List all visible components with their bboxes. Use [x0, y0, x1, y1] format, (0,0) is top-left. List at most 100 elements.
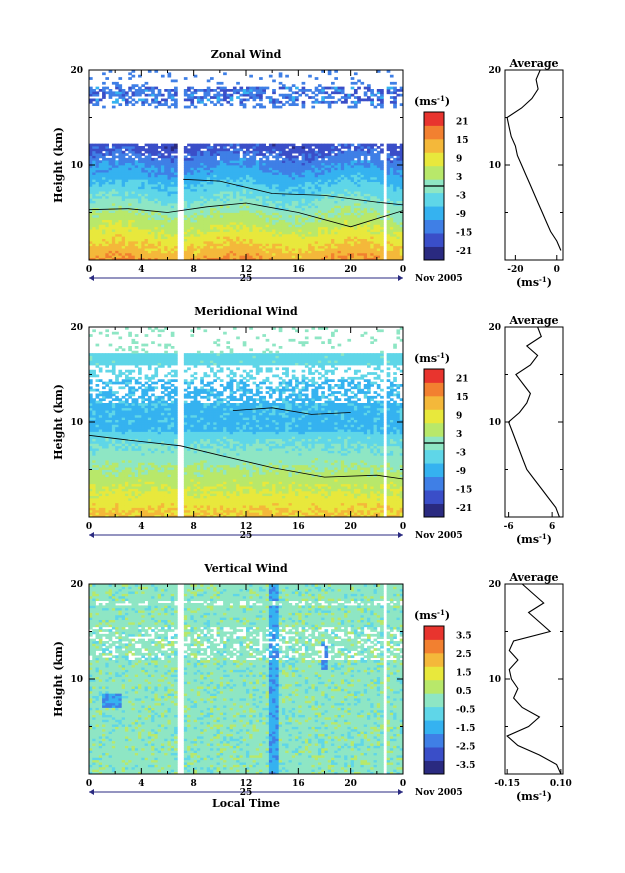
heatmap-cell [301, 81, 306, 85]
heatmap-cell [396, 186, 401, 190]
heatmap-cell [102, 157, 106, 161]
heatmap-cell [92, 98, 96, 102]
heatmap-cell [151, 248, 155, 251]
heatmap-cell [216, 255, 221, 259]
heatmap-cell [298, 174, 302, 178]
heatmap-cell [89, 203, 93, 206]
heatmap-cell [373, 229, 378, 232]
x-tick-label: 20 [344, 265, 357, 275]
heatmap-cell [396, 198, 401, 202]
heatmap-cell [236, 241, 240, 244]
heatmap-cell [262, 195, 267, 199]
heatmap-cell [105, 233, 110, 237]
heatmap-cell [353, 241, 358, 244]
heatmap-cell [200, 146, 204, 149]
heatmap-cell [190, 222, 195, 225]
heatmap-cell [340, 100, 345, 104]
heatmap-cell [236, 203, 240, 206]
heatmap-cell [344, 98, 348, 102]
heatmap-cell [111, 198, 116, 202]
heatmap-cell [111, 210, 116, 213]
heatmap-cell [295, 98, 299, 102]
heatmap-cell [144, 214, 149, 218]
heatmap-cell [128, 231, 132, 235]
heatmap-cell [295, 214, 299, 218]
heatmap-cell [295, 165, 299, 168]
heatmap-cell [242, 212, 247, 216]
heatmap-cell [246, 169, 250, 173]
heatmap-cell [386, 219, 391, 223]
heatmap-cell [223, 257, 227, 261]
heatmap-cell [223, 174, 227, 178]
heatmap-cell [200, 243, 204, 247]
heatmap-cell [255, 172, 260, 175]
heatmap-cell [124, 153, 129, 156]
heatmap-cell [295, 207, 299, 211]
heatmap-cell [131, 217, 136, 221]
heatmap-cell [347, 165, 352, 168]
heatmap-cell [187, 93, 191, 97]
heatmap-cell [262, 255, 267, 259]
heatmap-cell [291, 214, 296, 218]
heatmap-cell [111, 245, 116, 249]
heatmap-cell [128, 233, 132, 237]
heatmap-cell [118, 193, 123, 197]
heatmap-cell [164, 103, 168, 107]
heatmap-cell [298, 195, 302, 199]
heatmap-cell [226, 222, 231, 225]
heatmap-cell [311, 203, 316, 206]
heatmap-cell [167, 224, 172, 228]
heatmap-cell [360, 231, 365, 235]
heatmap-cell [203, 255, 208, 259]
heatmap-cell [118, 165, 123, 168]
heatmap-cell [334, 153, 338, 156]
heatmap-cell [121, 188, 126, 192]
heatmap-cell [200, 179, 204, 183]
heatmap-cell [389, 146, 394, 149]
heatmap-cell [223, 195, 227, 199]
heatmap-cell [298, 146, 302, 149]
heatmap-cell [213, 174, 217, 178]
heatmap-cell [203, 243, 208, 247]
heatmap-cell [89, 205, 93, 209]
heatmap-cell [373, 224, 378, 228]
heatmap-cell [219, 195, 224, 199]
heatmap-cell [321, 153, 325, 156]
heatmap-cell [370, 165, 374, 168]
heatmap-cell [272, 250, 276, 254]
heatmap-cell [295, 236, 299, 240]
heatmap-cell [167, 257, 172, 261]
heatmap-cell [206, 186, 211, 190]
heatmap-cell [396, 165, 401, 168]
heatmap-cell [115, 81, 119, 85]
heatmap-cell [255, 226, 260, 230]
heatmap-cell [141, 210, 145, 213]
heatmap-cell [147, 176, 152, 180]
heatmap-cell [203, 91, 208, 95]
heatmap-cell [160, 146, 165, 149]
heatmap-cell [229, 186, 234, 190]
heatmap-cell [105, 179, 110, 183]
panel-title: Zonal Wind [211, 48, 282, 61]
heatmap-cell [219, 153, 224, 156]
heatmap-cell [213, 146, 217, 149]
heatmap-cell [157, 165, 162, 168]
heatmap-cell [331, 255, 335, 259]
heatmap-cell [92, 222, 96, 225]
heatmap-cell [308, 245, 312, 249]
heatmap-cell [219, 243, 224, 247]
heatmap-cell [124, 169, 129, 173]
heatmap-cell [190, 86, 195, 90]
heatmap-cell [252, 217, 257, 221]
heatmap-cell [226, 162, 231, 166]
heatmap-cell [373, 184, 378, 187]
heatmap-cell [154, 236, 159, 240]
heatmap-cell [236, 191, 240, 194]
heatmap-cell [304, 210, 309, 213]
heatmap-cell [203, 165, 208, 168]
heatmap-cell [121, 186, 126, 190]
zero-contour [183, 178, 404, 206]
heatmap-cell [393, 91, 397, 95]
heatmap-cell [128, 210, 132, 213]
heatmap-cell [275, 248, 280, 251]
